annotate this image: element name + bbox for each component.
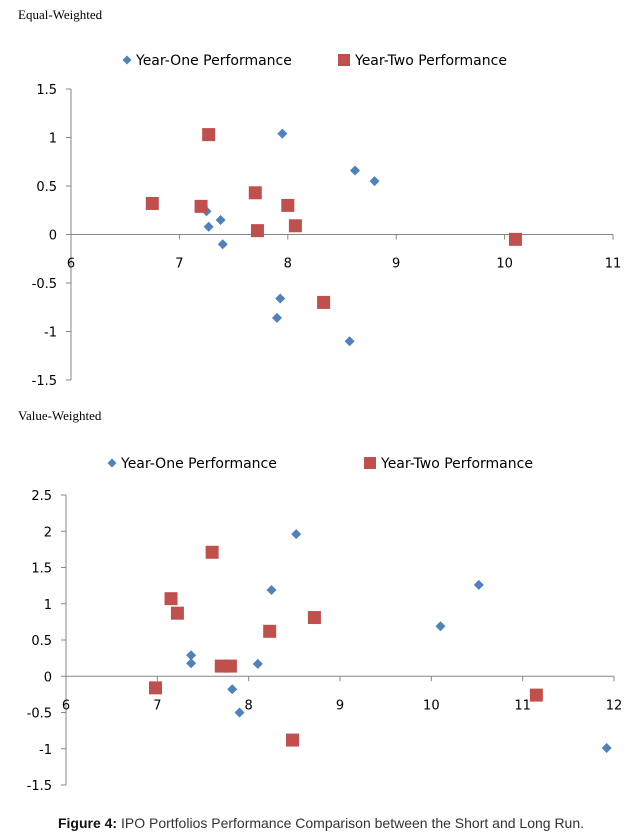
x-tick-label: 11 bbox=[514, 698, 531, 713]
point-year-two bbox=[205, 545, 219, 559]
point-year-one bbox=[350, 165, 361, 176]
point-year-two bbox=[164, 592, 178, 606]
y-tick-label: 1.5 bbox=[36, 83, 57, 98]
figure-caption-label: Figure 4: bbox=[57, 815, 118, 831]
point-year-one bbox=[369, 176, 380, 187]
x-tick-label: 6 bbox=[67, 257, 75, 272]
y-tick-label: 1 bbox=[44, 598, 52, 613]
point-year-two bbox=[508, 232, 522, 246]
point-year-one bbox=[601, 743, 612, 754]
x-tick-label: 9 bbox=[336, 698, 344, 713]
x-tick-label: 11 bbox=[605, 257, 622, 272]
point-year-one bbox=[291, 529, 302, 540]
y-tick-label: -0.5 bbox=[32, 277, 57, 292]
legend-marker-year-one bbox=[107, 458, 117, 468]
point-year-two bbox=[194, 199, 208, 213]
chart-title-equal-weighted: Equal-Weighted bbox=[18, 7, 103, 22]
point-year-two bbox=[263, 624, 277, 638]
x-tick-label: 9 bbox=[392, 257, 400, 272]
x-tick-label: 12 bbox=[606, 698, 623, 713]
y-tick-label: -1.5 bbox=[32, 374, 57, 389]
legend-marker-year-two bbox=[364, 457, 376, 469]
y-tick-label: -1 bbox=[44, 326, 57, 341]
point-year-two bbox=[223, 659, 237, 673]
point-year-one bbox=[215, 214, 226, 225]
point-year-one bbox=[435, 621, 446, 632]
point-year-one bbox=[203, 221, 214, 232]
x-tick-label: 8 bbox=[245, 698, 253, 713]
legend-marker-year-two bbox=[338, 54, 350, 66]
point-year-one bbox=[217, 239, 228, 250]
figure-caption: Figure 4: IPO Portfolios Performance Com… bbox=[0, 815, 642, 831]
legend-marker-year-one bbox=[122, 55, 132, 65]
y-tick-label: 0 bbox=[44, 670, 52, 685]
point-year-two bbox=[529, 688, 543, 702]
point-year-one bbox=[186, 658, 197, 669]
point-year-two bbox=[286, 733, 300, 747]
y-tick-label: 1 bbox=[49, 132, 57, 147]
point-year-two bbox=[307, 611, 321, 625]
x-tick-label: 10 bbox=[496, 257, 513, 272]
legend-label-year-one: Year-One Performance bbox=[120, 456, 277, 472]
point-year-two bbox=[317, 295, 331, 309]
chart-equal-weighted: 1.5 1 0.5 0 -0.5 -1 -1.5 6 7 8 9 10 11 Year-One Perfo… bbox=[32, 53, 622, 389]
y-tick-label: -1 bbox=[39, 743, 52, 758]
legend-label-year-one: Year-One Performance bbox=[135, 53, 292, 69]
y-tick-label: 0 bbox=[49, 229, 57, 244]
y-tick-label: 2 bbox=[44, 525, 52, 540]
point-year-one bbox=[227, 684, 238, 695]
point-year-one bbox=[186, 650, 197, 661]
x-tick-label: 7 bbox=[153, 698, 161, 713]
y-tick-label: -1.5 bbox=[27, 779, 52, 794]
y-tick-label: 2.5 bbox=[31, 489, 52, 504]
point-year-one bbox=[271, 312, 282, 323]
x-tick-label: 10 bbox=[423, 698, 440, 713]
point-year-one bbox=[252, 658, 263, 669]
point-year-two bbox=[281, 198, 295, 212]
y-tick-label: 0.5 bbox=[36, 180, 57, 195]
point-year-one bbox=[277, 128, 288, 139]
point-year-two bbox=[149, 681, 163, 695]
point-year-two bbox=[250, 224, 264, 238]
x-tick-label: 6 bbox=[62, 698, 70, 713]
point-year-one bbox=[266, 584, 277, 595]
point-year-two bbox=[288, 219, 302, 233]
figure-caption-text: IPO Portfolios Performance Comparison be… bbox=[117, 815, 585, 831]
y-tick-label: -0.5 bbox=[27, 707, 52, 722]
point-year-one bbox=[234, 707, 245, 718]
legend-label-year-two: Year-Two Performance bbox=[380, 456, 533, 472]
point-year-one bbox=[473, 579, 484, 590]
chart-title-value-weighted: Value-Weighted bbox=[18, 408, 102, 423]
point-year-two bbox=[145, 196, 159, 210]
point-year-one bbox=[275, 293, 286, 304]
chart-value-weighted: 2.5 2 1.5 1 0.5 0 -0.5 -1 -1.5 6 7 8 9 10 11 12 Year-One… bbox=[27, 456, 623, 794]
y-tick-label: 1.5 bbox=[31, 562, 52, 577]
point-year-two bbox=[248, 186, 262, 200]
point-year-one bbox=[344, 336, 355, 347]
legend-label-year-two: Year-Two Performance bbox=[354, 53, 507, 69]
point-year-two bbox=[170, 606, 184, 620]
x-tick-label: 7 bbox=[175, 257, 183, 272]
y-tick-label: 0.5 bbox=[31, 634, 52, 649]
point-year-two bbox=[202, 128, 216, 142]
x-tick-label: 8 bbox=[284, 257, 292, 272]
